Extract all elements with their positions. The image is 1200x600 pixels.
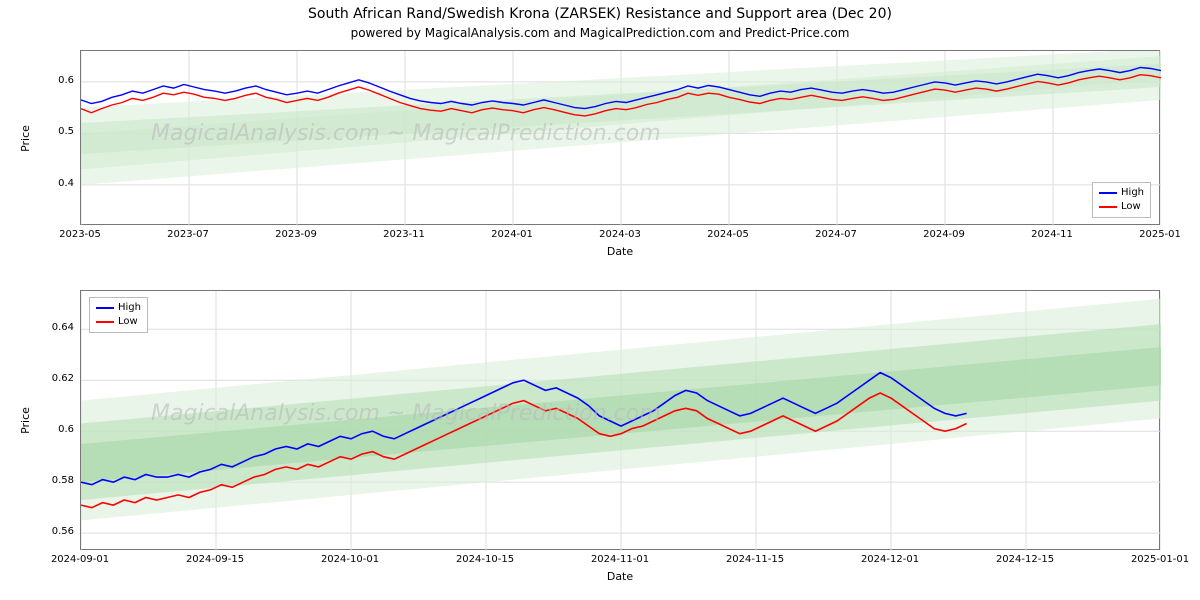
xtick: 2024-01	[491, 229, 533, 240]
ytick: 0.5	[34, 126, 74, 137]
legend-swatch	[96, 307, 114, 309]
xtick: 2024-12-15	[996, 554, 1054, 565]
legend-item: High	[96, 301, 141, 315]
legend-item: Low	[96, 315, 141, 329]
xtick: 2025-01-01	[1131, 554, 1189, 565]
ytick: 0.64	[34, 322, 74, 333]
top-xlabel: Date	[80, 245, 1160, 258]
xtick: 2024-09-01	[51, 554, 109, 565]
xtick: 2024-05	[707, 229, 749, 240]
top-chart: MagicalAnalysis.com ~ MagicalPrediction.…	[80, 50, 1160, 225]
xtick: 2023-07	[167, 229, 209, 240]
legend-swatch	[1099, 206, 1117, 208]
legend-label: High	[1121, 186, 1144, 200]
xtick: 2024-07	[815, 229, 857, 240]
xtick: 2023-11	[383, 229, 425, 240]
legend-label: Low	[118, 315, 138, 329]
top-chart-svg	[81, 51, 1161, 226]
ytick: 0.6	[34, 424, 74, 435]
legend-item: Low	[1099, 200, 1144, 214]
xtick: 2025-01	[1139, 229, 1181, 240]
bottom-xlabel: Date	[80, 570, 1160, 583]
xtick: 2024-03	[599, 229, 641, 240]
bottom-chart: MagicalAnalysis.com ~ MagicalPrediction.…	[80, 290, 1160, 550]
xtick: 2023-09	[275, 229, 317, 240]
ytick: 0.62	[34, 373, 74, 384]
ytick: 0.4	[34, 178, 74, 189]
xtick: 2024-09-15	[186, 554, 244, 565]
legend-swatch	[1099, 192, 1117, 194]
ytick: 0.56	[34, 526, 74, 537]
legend-label: Low	[1121, 200, 1141, 214]
legend-item: High	[1099, 186, 1144, 200]
xtick: 2024-10-15	[456, 554, 514, 565]
sub-title: powered by MagicalAnalysis.com and Magic…	[0, 22, 1200, 40]
xtick: 2024-11	[1031, 229, 1073, 240]
main-title: South African Rand/Swedish Krona (ZARSEK…	[0, 0, 1200, 22]
legend-label: High	[118, 301, 141, 315]
bottom-legend: High Low	[89, 297, 148, 333]
xtick: 2024-09	[923, 229, 965, 240]
xtick: 2024-11-01	[591, 554, 649, 565]
xtick: 2024-10-01	[321, 554, 379, 565]
ytick: 0.58	[34, 475, 74, 486]
bottom-ylabel: Price	[19, 407, 32, 434]
top-ylabel: Price	[19, 125, 32, 152]
bottom-chart-svg	[81, 291, 1161, 551]
ytick: 0.6	[34, 75, 74, 86]
legend-swatch	[96, 321, 114, 323]
xtick: 2024-11-15	[726, 554, 784, 565]
xtick: 2024-12-01	[861, 554, 919, 565]
chart-figure: South African Rand/Swedish Krona (ZARSEK…	[0, 0, 1200, 600]
xtick: 2023-05	[59, 229, 101, 240]
top-legend: High Low	[1092, 182, 1151, 218]
